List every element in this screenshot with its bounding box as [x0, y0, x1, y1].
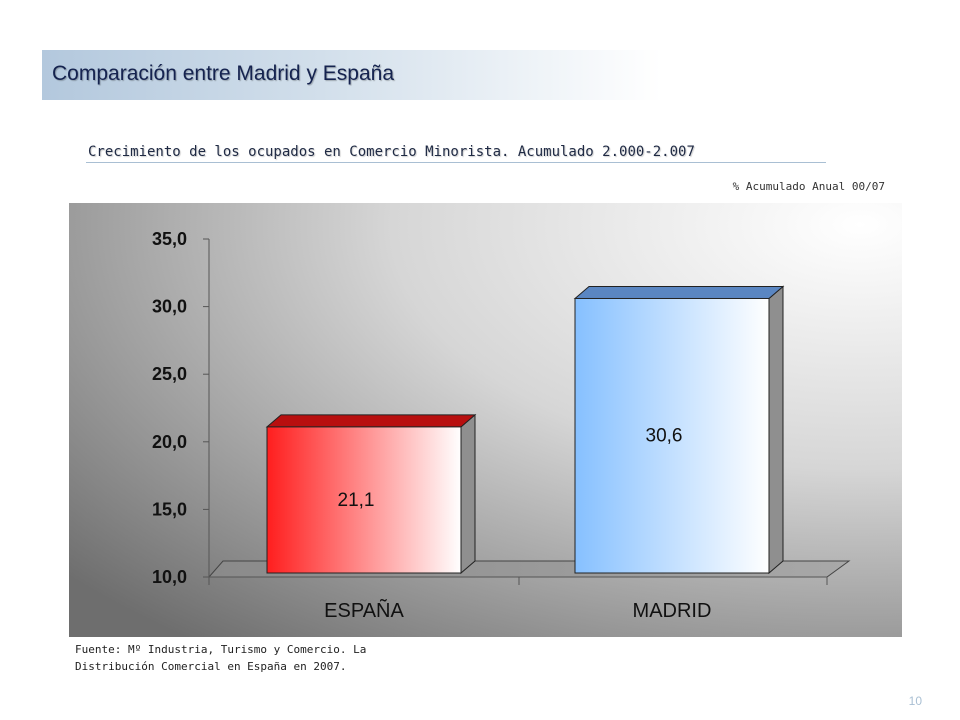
bar-top	[573, 285, 785, 299]
bar-top	[265, 414, 477, 428]
bar	[266, 426, 462, 574]
header-band	[42, 50, 662, 100]
page-number: 10	[908, 694, 922, 708]
data-label: 21,1	[338, 490, 375, 511]
bar-side	[460, 413, 476, 575]
data-label: 30,6	[646, 426, 683, 447]
source-note: Fuente: Mº Industria, Turismo y Comercio…	[75, 643, 367, 673]
y-tick-label: 30,0	[152, 297, 187, 317]
y-tick-label: 35,0	[152, 229, 187, 249]
y-tick-label: 20,0	[152, 432, 187, 452]
bar	[574, 297, 770, 574]
bar-side	[768, 285, 784, 575]
title-divider	[86, 162, 826, 163]
bar-chart: 10,0 15,0 20,0 25,0 30,0 35,0 21,1 ESPAÑA 30,6 MA…	[69, 203, 902, 637]
y-tick-label: 10,0	[152, 567, 187, 587]
x-tick-label: MADRID	[633, 600, 712, 622]
y-tick-label: 15,0	[152, 499, 187, 519]
units-label: % Acumulado Anual 00/07	[732, 180, 885, 193]
x-tick-label: ESPAÑA	[324, 598, 404, 622]
chart-title: Crecimiento de los ocupados en Comercio …	[88, 144, 695, 160]
page-title: Comparación entre Madrid y España	[52, 62, 395, 85]
chart-area: 10,0 15,0 20,0 25,0 30,0 35,0 21,1 ESPAÑA 30,6 MA…	[69, 203, 902, 637]
y-tick-label: 25,0	[152, 364, 187, 384]
